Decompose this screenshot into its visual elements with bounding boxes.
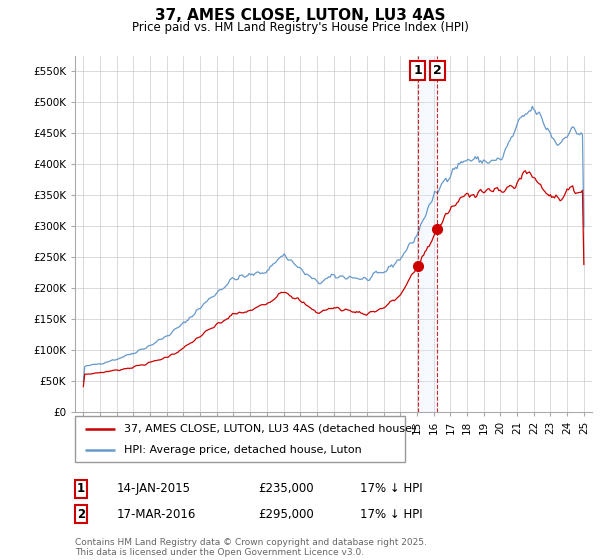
Text: 2: 2 (433, 64, 442, 77)
Text: 1: 1 (413, 64, 422, 77)
FancyBboxPatch shape (75, 416, 405, 462)
Text: 14-JAN-2015: 14-JAN-2015 (117, 482, 191, 496)
Text: 37, AMES CLOSE, LUTON, LU3 4AS: 37, AMES CLOSE, LUTON, LU3 4AS (155, 8, 445, 24)
Bar (418, 56, 437, 412)
Text: Price paid vs. HM Land Registry's House Price Index (HPI): Price paid vs. HM Land Registry's House … (131, 21, 469, 34)
Text: £295,000: £295,000 (258, 507, 314, 521)
Text: 17% ↓ HPI: 17% ↓ HPI (360, 482, 422, 496)
Text: £235,000: £235,000 (258, 482, 314, 496)
Text: 37, AMES CLOSE, LUTON, LU3 4AS (detached house): 37, AMES CLOSE, LUTON, LU3 4AS (detached… (125, 423, 417, 433)
Text: HPI: Average price, detached house, Luton: HPI: Average price, detached house, Luto… (125, 445, 362, 455)
Text: 17-MAR-2016: 17-MAR-2016 (117, 507, 196, 521)
Text: 2: 2 (77, 507, 85, 521)
Text: 17% ↓ HPI: 17% ↓ HPI (360, 507, 422, 521)
Text: 1: 1 (77, 482, 85, 496)
Text: Contains HM Land Registry data © Crown copyright and database right 2025.
This d: Contains HM Land Registry data © Crown c… (75, 538, 427, 557)
